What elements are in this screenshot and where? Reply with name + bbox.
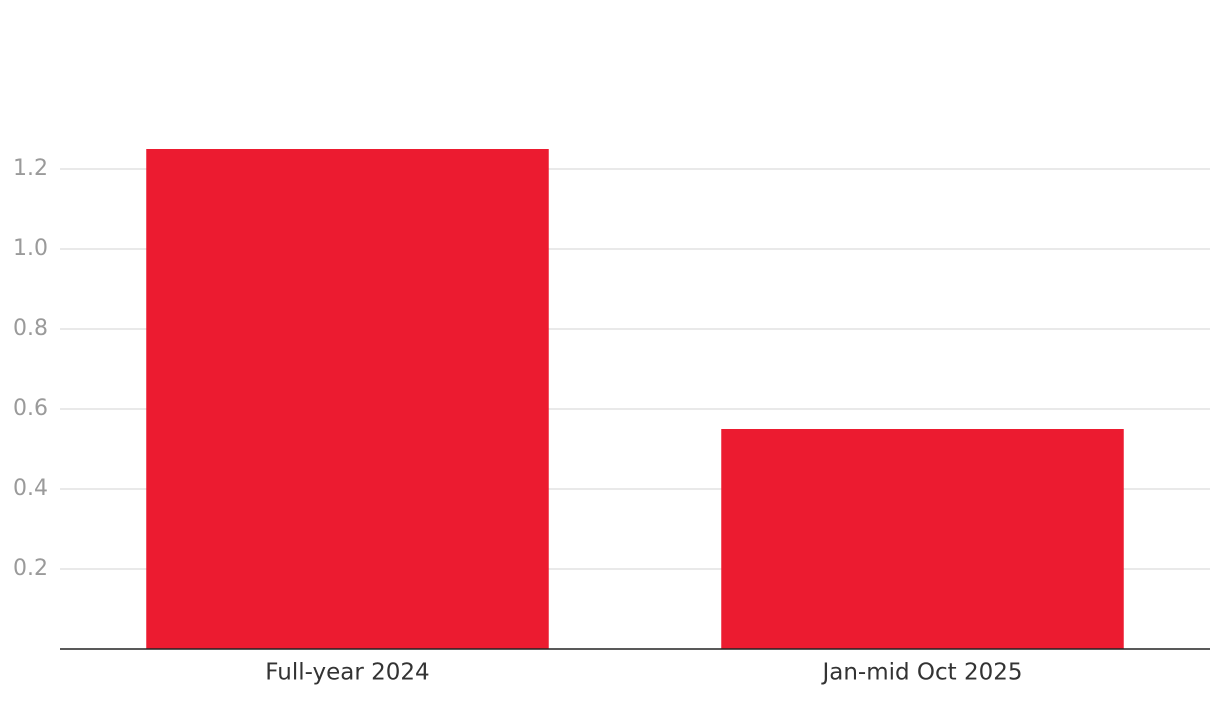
y-tick-label: 0.8 xyxy=(13,316,48,341)
y-tick-label: 1.0 xyxy=(13,236,48,261)
y-tick-label: 0.6 xyxy=(13,396,48,421)
y-tick-label: 0.2 xyxy=(13,556,48,581)
bar xyxy=(146,149,549,649)
x-tick-label: Jan-mid Oct 2025 xyxy=(820,660,1022,686)
labels: 0.2 0.4 0.6 0.8 1.0 1.2 Full-year 2024 Jan-mid … xyxy=(13,156,1023,686)
bar xyxy=(721,429,1124,649)
x-tick-label: Full-year 2024 xyxy=(265,660,429,686)
bars xyxy=(146,149,1124,649)
y-tick-label: 1.2 xyxy=(13,156,48,181)
y-tick-label: 0.4 xyxy=(13,476,48,501)
